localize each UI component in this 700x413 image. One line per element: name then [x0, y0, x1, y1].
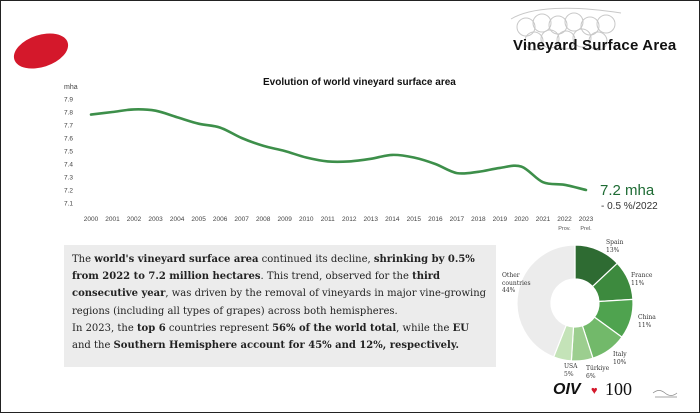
x-tick-label: 2009: [277, 216, 292, 223]
y-axis-unit-label: mha: [64, 84, 78, 91]
series-line: [89, 108, 588, 192]
text-run: , while the: [396, 322, 453, 334]
x-tick-label: 2019: [493, 216, 508, 223]
data-point: [305, 156, 308, 159]
donut-label-spain: Spain 13%: [606, 239, 624, 254]
text-run: In 2023, the: [72, 322, 137, 334]
donut-label-other: Other countries 44%: [502, 272, 531, 294]
x-tick-label: 2005: [191, 216, 206, 223]
text-run: The: [72, 254, 95, 265]
text-run: third consecutive year: [72, 271, 441, 300]
data-point: [219, 126, 222, 129]
heart-icon: ♥: [591, 385, 598, 397]
data-point: [412, 156, 415, 159]
data-point: [585, 189, 587, 191]
donut-label-france: France 11%: [631, 272, 653, 287]
x-tick-label: 2017: [450, 216, 465, 223]
x-tick-label: 2000: [84, 216, 99, 223]
annotation-value: 7.2 mha: [600, 182, 655, 199]
text-run: , was driven by the removal of vineyards…: [72, 288, 487, 317]
grapes-illustration-icon: [510, 7, 622, 51]
summary-text-box: The world's vineyard surface area contin…: [64, 245, 496, 367]
data-point: [154, 109, 157, 112]
donut-label-usa: USA 5%: [564, 363, 578, 378]
y-tick-label: 7.9: [64, 97, 73, 104]
oiv-100-logo: 100: [605, 379, 632, 399]
data-point: [283, 150, 286, 152]
text-run: Southern Hemisphere account for 45% and …: [113, 339, 459, 351]
x-tick-sublabel: Prov.: [558, 226, 571, 232]
data-point: [391, 154, 394, 156]
x-tick-label: 2011: [321, 216, 335, 223]
y-tick-label: 7.8: [64, 110, 73, 117]
donut-label-china: China 11%: [638, 314, 656, 329]
y-tick-label: 7.2: [64, 188, 73, 195]
annotation-change: - 0.5 %/2022: [601, 201, 658, 212]
data-point: [499, 167, 501, 169]
text-run: continued its decline,: [258, 254, 374, 265]
x-tick-label: 2006: [213, 216, 228, 223]
data-point: [369, 157, 372, 160]
x-tick-label: 2003: [148, 216, 163, 223]
data-point: [520, 165, 523, 168]
data-point: [90, 113, 92, 116]
x-tick-label: 2001: [105, 216, 120, 223]
text-run: EU: [452, 322, 469, 334]
chart-title: Evolution of world vineyard surface area: [263, 77, 456, 88]
summary-paragraph-1: The world's vineyard surface area contin…: [72, 251, 488, 320]
x-tick-label: 2004: [170, 216, 185, 223]
text-run: and the: [72, 339, 114, 351]
y-tick-label: 7.1: [64, 201, 73, 208]
x-tick-label: 2013: [364, 216, 379, 223]
donut-chart: [516, 244, 634, 362]
x-tick-label: 2007: [234, 216, 249, 223]
data-point: [262, 144, 265, 147]
x-tick-label: 2020: [514, 216, 529, 223]
x-tick-label: 2023: [579, 216, 594, 223]
text-run: 56% of the world total: [272, 322, 397, 334]
y-tick-label: 7.4: [64, 162, 73, 169]
line-chart: mha 7.1 7.2 7.3 7.4 7.5 7.6 7.7 7.8 7.9 2000 2001 20…: [64, 84, 594, 232]
x-tick-label: 2021: [536, 216, 551, 223]
data-point: [240, 137, 243, 139]
y-tick-label: 7.7: [64, 123, 73, 130]
x-tick-label: 2015: [407, 216, 422, 223]
summary-paragraph-2: In 2023, the top 6 countries represent 5…: [72, 320, 488, 354]
x-tick-label: 2018: [471, 216, 486, 223]
text-run: countries represent: [165, 322, 273, 334]
oiv-logo: OIV: [553, 381, 581, 398]
x-tick-label: 2002: [127, 216, 142, 223]
donut-label-italy: Italy 10%: [613, 351, 627, 366]
text-run: top 6: [136, 322, 166, 334]
data-point: [477, 170, 480, 173]
data-point: [563, 183, 566, 186]
donut-label-turkiye: Türkiye 6%: [586, 365, 610, 380]
data-point: [176, 116, 178, 119]
x-tick-label: 2010: [299, 216, 314, 223]
data-point: [326, 160, 329, 163]
x-tick-label: 2012: [342, 216, 357, 223]
y-tick-label: 7.6: [64, 136, 73, 143]
y-tick-label: 7.5: [64, 149, 73, 156]
oiv-anniversary-mark-icon: [652, 390, 678, 398]
y-tick-label: 7.3: [64, 175, 73, 182]
data-point: [455, 172, 458, 175]
data-point: [133, 108, 135, 111]
data-point: [111, 111, 114, 113]
text-run: . This trend, observed for the: [260, 271, 413, 283]
text-run: world's vineyard surface area: [94, 254, 259, 265]
x-tick-label: 2022: [557, 216, 572, 223]
data-point: [197, 122, 200, 125]
text-run: shrinking by 0.5% from 2022 to 7.2 milli…: [72, 254, 475, 283]
data-point: [348, 160, 351, 163]
data-point: [434, 163, 437, 165]
data-point: [542, 181, 544, 184]
x-tick-label: 2014: [385, 216, 400, 223]
page-title: Vineyard Surface Area: [513, 37, 677, 54]
x-tick-label: 2008: [256, 216, 271, 223]
donut-slice: [516, 244, 576, 358]
x-tick-sublabel: Prel.: [580, 226, 592, 232]
x-tick-label: 2016: [428, 216, 443, 223]
